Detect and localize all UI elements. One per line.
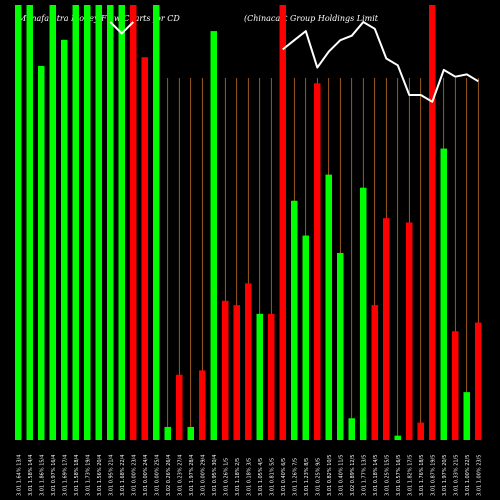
bar-22 [256,313,263,440]
bar-10 [118,5,125,440]
bar-13 [153,5,160,440]
bar-2 [26,5,33,440]
bar-18 [210,31,217,440]
x-tick-label: 3.01 0.82% 10/5 [327,455,333,496]
bar-35 [406,222,413,440]
x-tick-label: 3.01 0.00% 24/4 [143,455,149,496]
x-tick-label: 3.01 1.97% 20/5 [442,455,448,496]
bar-25 [291,200,298,440]
x-tick-label: 3.01 0.33% 21/5 [453,455,459,496]
x-tick-label: 3.01 0.26% 1/5 [223,458,229,496]
bar-14 [164,426,171,440]
bar-19 [222,300,229,440]
bars [15,5,482,441]
bar-12 [141,57,148,440]
bar-17 [199,370,206,440]
x-tick-label: 3.01 1.64% 13/4 [16,455,22,496]
x-tick-label: 3.01 0.25% 15/5 [384,455,390,496]
x-tick-label: 3.01 0.97% 16/4 [51,455,57,496]
bar-32 [371,305,378,440]
bar-30 [348,418,355,440]
bar-11 [130,5,137,440]
bar-39 [452,331,459,440]
x-tick-label: 3.01 0.00% 25/4 [154,455,160,496]
bar-4 [49,5,56,440]
chart-title-right: (Chinacast Group Holdings Limit [244,14,379,23]
x-tick-label: 3.01 1.58% 14/4 [28,455,34,496]
bar-37 [429,5,436,440]
bar-5 [61,39,68,441]
bar-28 [325,174,332,440]
bar-23 [268,313,275,440]
x-tick-label: 3.01 0.57% 16/5 [396,455,402,496]
x-tick-label: 3.01 1.00% 22/5 [465,455,471,496]
x-tick-label: 3.01 1.82% 17/5 [407,455,413,496]
x-axis-labels: 3.01 1.64% 13/4 3.01 1.58% 14/4 3.01 1.86%… [16,455,482,496]
price-line-segment-2 [282,21,479,103]
x-tick-label: 3.01 1.69% 17/4 [62,455,68,496]
bar-6 [72,5,79,440]
bar-20 [233,305,240,440]
x-tick-label: 3.01 0.87% 19/5 [430,455,436,496]
x-tick-label: 3.01 1.18% 2/5 [235,458,241,496]
bar-33 [383,218,390,440]
bar-34 [394,435,401,440]
bar-1 [15,5,22,440]
x-tick-label: 3.01 1.00% 23/5 [476,455,482,496]
x-tick-label: 3.01 1.76% 18/5 [419,455,425,496]
x-tick-label: 3.01 1.97% 28/4 [189,455,195,496]
x-tick-label: 3.01 0.25% 9/5 [315,458,321,496]
x-tick-label: 3.01 1.58% 18/4 [74,455,80,496]
x-tick-label: 3.01 0.18% 3/5 [246,458,252,496]
x-tick-label: 3.02 0.89% 12/5 [350,455,356,496]
bar-29 [337,252,344,440]
x-tick-label: 3.01 0.40% 11/5 [338,455,344,496]
bar-9 [107,5,114,440]
bar-38 [440,148,447,441]
bar-36 [417,422,424,440]
x-tick-label: 3.01 1.56% 20/4 [97,455,103,496]
x-tick-label: 3.01 1.68% 22/4 [120,455,126,496]
bar-41 [475,322,482,440]
bar-40 [463,392,470,440]
x-tick-label: 3.01 1.05% 4/5 [258,458,264,496]
bar-31 [360,187,367,440]
bar-16 [187,426,194,440]
x-tick-label: 3.01 1.23% 8/5 [304,458,310,496]
x-tick-label: 3.01 0.95% 21/4 [108,455,114,496]
price-line [109,21,479,103]
x-tick-label: 3.01 0.95% 30/4 [212,455,218,496]
x-tick-label: 3.01 0.00% 23/4 [131,455,137,496]
x-tick-label: 3.01 1.77% 13/5 [361,455,367,496]
bar-8 [95,5,102,440]
x-tick-label: 3.02 0.26% 26/4 [166,455,172,496]
bar-3 [38,65,45,441]
bar-7 [84,5,91,440]
x-tick-label: 3.01 0.81% 5/5 [269,458,275,496]
price-line-segment-1 [109,21,135,35]
x-tick-label: 3.01 0.23% 27/4 [177,455,183,496]
bar-26 [302,235,309,440]
x-tick-label: 3.01 1.73% 19/4 [85,455,91,496]
x-tick-label: 3.01 1.26% 7/5 [292,458,298,496]
bar-15 [176,374,183,440]
bar-24 [279,5,286,440]
bar-27 [314,83,321,441]
x-tick-label: 3.01 0.18% 14/5 [373,455,379,496]
x-tick-label: 3.01 0.40% 6/5 [281,458,287,496]
x-tick-label: 3.01 1.86% 15/4 [39,455,45,496]
bar-21 [245,283,252,440]
x-tick-label: 3.01 0.00% 29/4 [200,455,206,496]
